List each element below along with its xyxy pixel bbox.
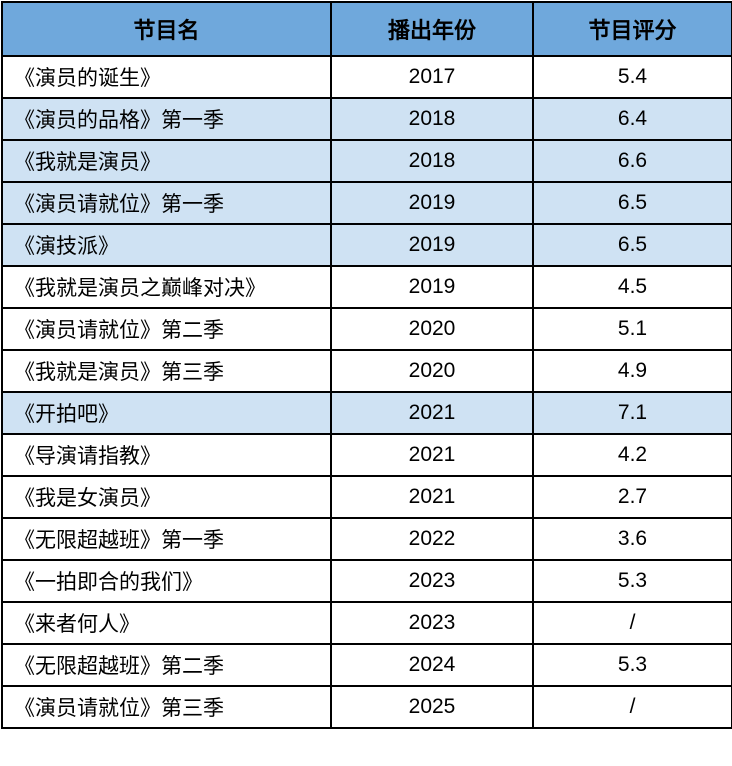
year-cell: 2019: [330, 223, 534, 267]
program-name-cell: 《开拍吧》: [1, 391, 332, 435]
table-row: 《演员的诞生》 2017 5.4: [1, 55, 732, 99]
year-cell: 2025: [330, 685, 534, 729]
table-row: 《导演请指教》 2021 4.2: [1, 433, 732, 477]
program-name-cell: 《演员请就位》第二季: [1, 307, 332, 351]
year-cell: 2021: [330, 475, 534, 519]
table-row: 《我是女演员》 2021 2.7: [1, 475, 732, 519]
program-name-cell: 《一拍即合的我们》: [1, 559, 332, 603]
rating-cell: 3.6: [532, 517, 732, 561]
rating-cell: /: [532, 601, 732, 645]
program-name-cell: 《我就是演员》第三季: [1, 349, 332, 393]
program-name-cell: 《演员的品格》第一季: [1, 97, 332, 141]
program-name-cell: 《演员请就位》第一季: [1, 181, 332, 225]
rating-cell: /: [532, 685, 732, 729]
year-cell: 2021: [330, 391, 534, 435]
year-cell: 2022: [330, 517, 534, 561]
rating-cell: 6.5: [532, 181, 732, 225]
rating-cell: 6.4: [532, 97, 732, 141]
table-row: 《一拍即合的我们》 2023 5.3: [1, 559, 732, 603]
table-row: 《来者何人》 2023/: [1, 601, 732, 645]
rating-cell: 5.1: [532, 307, 732, 351]
year-cell: 2019: [330, 265, 534, 309]
table-row: 《无限超越班》第一季 2022 3.6: [1, 517, 732, 561]
program-name-cell: 《我就是演员》: [1, 139, 332, 183]
header-program-name: 节目名: [1, 1, 332, 57]
program-name-cell: 《演员的诞生》: [1, 55, 332, 99]
table-row: 《演员的品格》第一季 2018 6.4: [1, 97, 732, 141]
year-cell: 2017: [330, 55, 534, 99]
rating-cell: 6.5: [532, 223, 732, 267]
year-cell: 2020: [330, 307, 534, 351]
header-row: 节目名 播出年份 节目评分: [1, 1, 732, 57]
program-name-cell: 《我是女演员》: [1, 475, 332, 519]
programs-table: 节目名 播出年份 节目评分 《演员的诞生》 2017 5.4 《演员的品格》第一季 20…: [1, 1, 732, 729]
header-program-rating: 节目评分: [532, 1, 732, 57]
rating-cell: 6.6: [532, 139, 732, 183]
program-name-cell: 《导演请指教》: [1, 433, 332, 477]
table-row: 《开拍吧》 2021 7.1: [1, 391, 732, 435]
rating-cell: 5.3: [532, 559, 732, 603]
table-row: 《我就是演员之巅峰对决》 2019 4.5: [1, 265, 732, 309]
rating-cell: 4.9: [532, 349, 732, 393]
program-name-cell: 《来者何人》: [1, 601, 332, 645]
table-row: 《演员请就位》第三季 2025/: [1, 685, 732, 729]
year-cell: 2019: [330, 181, 534, 225]
program-name-cell: 《演技派》: [1, 223, 332, 267]
rating-cell: 4.2: [532, 433, 732, 477]
year-cell: 2020: [330, 349, 534, 393]
year-cell: 2024: [330, 643, 534, 687]
rating-cell: 4.5: [532, 265, 732, 309]
table-row: 《我就是演员》 2018 6.6: [1, 139, 732, 183]
program-name-cell: 《演员请就位》第三季: [1, 685, 332, 729]
year-cell: 2018: [330, 139, 534, 183]
rating-cell: 5.4: [532, 55, 732, 99]
table-row: 《无限超越班》第二季 2024 5.3: [1, 643, 732, 687]
table-row: 《我就是演员》第三季 2020 4.9: [1, 349, 732, 393]
rating-cell: 2.7: [532, 475, 732, 519]
year-cell: 2018: [330, 97, 534, 141]
program-name-cell: 《无限超越班》第二季: [1, 643, 332, 687]
rating-cell: 5.3: [532, 643, 732, 687]
table-row: 《演员请就位》第一季 2019 6.5: [1, 181, 732, 225]
year-cell: 2021: [330, 433, 534, 477]
table-row: 《演员请就位》第二季 2020 5.1: [1, 307, 732, 351]
table-row: 《演技派》 2019 6.5: [1, 223, 732, 267]
header-broadcast-year: 播出年份: [330, 1, 534, 57]
year-cell: 2023: [330, 559, 534, 603]
rating-cell: 7.1: [532, 391, 732, 435]
year-cell: 2023: [330, 601, 534, 645]
program-name-cell: 《无限超越班》第一季: [1, 517, 332, 561]
program-name-cell: 《我就是演员之巅峰对决》: [1, 265, 332, 309]
